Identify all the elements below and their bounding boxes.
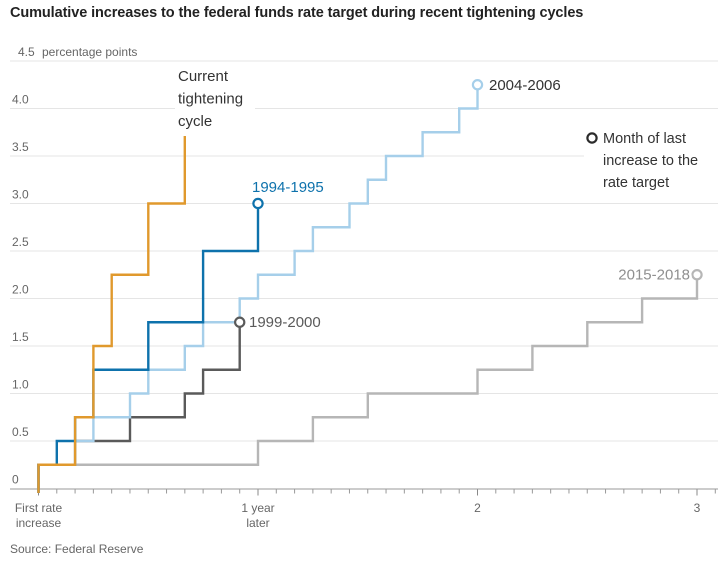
y-tick-label-4.0: 4.0 bbox=[12, 93, 29, 107]
last-increase-marker-1994-1995 bbox=[252, 197, 264, 210]
y-tick-label-1.0: 1.0 bbox=[12, 378, 29, 392]
x-tick-label-m0-line1: First rate bbox=[15, 501, 63, 515]
series-label-current-tightening-cycle-line3: cycle bbox=[178, 113, 212, 130]
series-label-1999-2000: 1999-2000 bbox=[249, 314, 321, 331]
series-line-2015-2018 bbox=[37, 274, 699, 493]
series-label-2015-2018: 2015-2018 bbox=[618, 267, 690, 284]
y-tick-label-2.5: 2.5 bbox=[12, 235, 29, 249]
series-line-2004-2006 bbox=[37, 84, 479, 493]
y-tick-label-4.5: 4.5 bbox=[18, 45, 35, 59]
x-tick-label-m12-line2: later bbox=[246, 516, 269, 530]
y-tick-label-2.0: 2.0 bbox=[12, 283, 29, 297]
y-tick-label-3.5: 3.5 bbox=[12, 140, 29, 154]
source-note: Source: Federal Reserve bbox=[10, 542, 144, 556]
series-label-current-tightening-cycle-bg bbox=[175, 63, 255, 136]
legend-open-circle-icon bbox=[586, 132, 598, 144]
x-tick-label-m12-line1: 1 year bbox=[241, 501, 274, 515]
legend-label-line3: rate target bbox=[603, 175, 669, 191]
chart-title: Cumulative increases to the federal fund… bbox=[10, 5, 584, 21]
y-tick-label-0.5: 0.5 bbox=[12, 425, 29, 439]
series-label-2004-2006: 2004-2006 bbox=[489, 77, 561, 94]
series-label-current-tightening-cycle-line1: Current bbox=[178, 68, 229, 85]
x-tick-label-m36: 3 bbox=[694, 501, 701, 515]
x-tick-label-m0-line2: increase bbox=[16, 516, 62, 530]
legend-label-line1: Month of last bbox=[603, 131, 686, 147]
legend-label-line2: increase to the bbox=[603, 153, 698, 169]
legend-bg bbox=[584, 124, 718, 190]
series-label-current-tightening-cycle-line2: tightening bbox=[178, 91, 243, 108]
y-axis-unit-label: percentage points bbox=[42, 45, 137, 59]
y-tick-label-0: 0 bbox=[12, 473, 19, 487]
series-line-1999-2000 bbox=[37, 322, 241, 493]
y-tick-label-1.5: 1.5 bbox=[12, 330, 29, 344]
y-tick-label-3.0: 3.0 bbox=[12, 188, 29, 202]
x-tick-label-m24: 2 bbox=[474, 501, 481, 515]
last-increase-marker-2015-2018 bbox=[691, 269, 703, 281]
series-line-current-tightening-cycle bbox=[37, 132, 187, 493]
series-label-1994-1995: 1994-1995 bbox=[252, 179, 324, 196]
last-increase-marker-1999-2000 bbox=[234, 316, 246, 328]
last-increase-marker-2004-2006 bbox=[471, 79, 484, 91]
